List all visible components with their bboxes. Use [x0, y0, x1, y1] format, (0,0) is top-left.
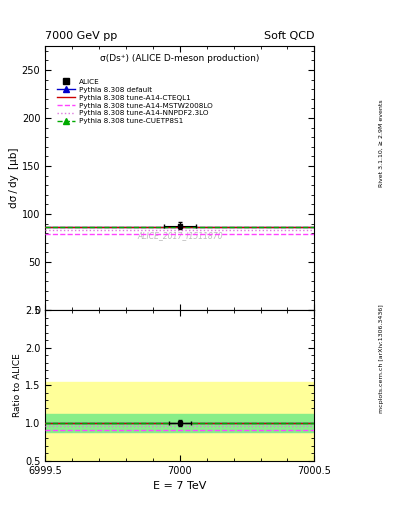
- Bar: [45, 381, 314, 464]
- Text: Rivet 3.1.10, ≥ 2.9M events: Rivet 3.1.10, ≥ 2.9M events: [379, 99, 384, 187]
- Y-axis label: dσ / dy [μb]: dσ / dy [μb]: [9, 148, 19, 208]
- Text: σ(Ds⁺) (ALICE D-meson production): σ(Ds⁺) (ALICE D-meson production): [100, 54, 259, 63]
- Text: ALICE_2017_I1511870: ALICE_2017_I1511870: [137, 231, 222, 241]
- Y-axis label: Ratio to ALICE: Ratio to ALICE: [13, 353, 22, 417]
- Bar: [45, 414, 314, 432]
- X-axis label: E = 7 TeV: E = 7 TeV: [153, 481, 206, 491]
- Text: Soft QCD: Soft QCD: [264, 31, 314, 41]
- Text: 7000 GeV pp: 7000 GeV pp: [45, 31, 118, 41]
- Text: mcplots.cern.ch [arXiv:1306.3436]: mcplots.cern.ch [arXiv:1306.3436]: [379, 304, 384, 413]
- Legend: ALICE, Pythia 8.308 default, Pythia 8.308 tune-A14-CTEQL1, Pythia 8.308 tune-A14: ALICE, Pythia 8.308 default, Pythia 8.30…: [54, 76, 215, 127]
